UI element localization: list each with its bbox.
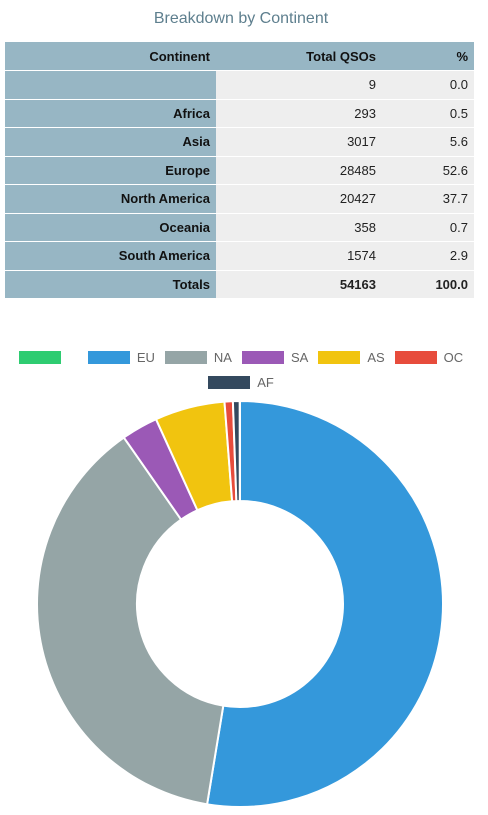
column-header-percent: % [384,42,474,71]
percent-cell: 5.6 [384,127,474,157]
legend-swatch [18,350,61,364]
column-header-continent: Continent [5,42,216,71]
continent-cell: South America [5,241,216,271]
table-row: South America 1574 2.9 [5,241,474,271]
legend-swatch [87,350,130,364]
continent-table: Continent Total QSOs % 9 0.0 Africa 293 … [5,42,474,299]
total-cell: 358 [216,213,384,242]
legend-label: NA [213,349,232,365]
percent-cell: 0.7 [384,213,474,242]
legend-item[interactable]: AF [208,375,274,390]
legend-swatch [164,350,207,364]
table-header-row: Continent Total QSOs % [5,42,474,71]
chart-legend: EU NA SA AS OC AF [0,346,482,396]
percent-cell: 2.9 [384,241,474,271]
donut-slice-na[interactable] [36,436,225,806]
total-cell: 28485 [216,156,384,185]
table-row: Asia 3017 5.6 [5,127,474,157]
continent-cell: Africa [5,99,216,128]
total-cell: 20427 [216,184,384,214]
legend-item[interactable] [18,350,78,364]
legend-swatch [318,350,361,364]
legend-label: OC [443,349,464,365]
continent-cell: North America [5,184,216,214]
percent-cell: 0.0 [384,70,474,100]
totals-percent-cell: 100.0 [384,270,474,299]
legend-item[interactable]: EU [87,349,155,365]
legend-label: EU [136,349,155,365]
legend-swatch [208,375,251,389]
donut-slice-eu[interactable] [205,399,444,808]
continent-cell: Asia [5,127,216,157]
percent-cell: 52.6 [384,156,474,185]
legend-swatch [241,350,284,364]
legend-row: EU NA SA AS OC [0,346,482,368]
continent-cell: Europe [5,156,216,185]
legend-swatch [394,350,437,364]
totals-label: Totals [5,270,216,299]
totals-total-cell: 54163 [216,270,384,299]
percent-cell: 0.5 [384,99,474,128]
legend-item[interactable]: OC [394,349,464,365]
continent-donut-chart [36,399,444,808]
table-row: 9 0.0 [5,70,474,100]
legend-item[interactable]: AS [318,349,385,365]
total-cell: 3017 [216,127,384,157]
total-cell: 293 [216,99,384,128]
total-cell: 1574 [216,241,384,271]
table-row: Africa 293 0.5 [5,99,474,128]
column-header-total-qsos: Total QSOs [216,42,384,71]
continent-cell [5,70,216,100]
legend-label: AS [367,349,385,365]
table-row: Oceania 358 0.7 [5,213,474,242]
table-row: Europe 28485 52.6 [5,156,474,185]
legend-item[interactable]: NA [164,349,232,365]
percent-cell: 37.7 [384,184,474,214]
legend-row: AF [0,371,482,393]
total-cell: 9 [216,70,384,100]
totals-row: Totals 54163 100.0 [5,270,474,299]
legend-label: SA [290,349,309,365]
table-row: North America 20427 37.7 [5,184,474,214]
legend-label: AF [257,374,274,390]
continent-cell: Oceania [5,213,216,242]
page-title: Breakdown by Continent [153,10,329,27]
legend-item[interactable]: SA [241,349,309,365]
